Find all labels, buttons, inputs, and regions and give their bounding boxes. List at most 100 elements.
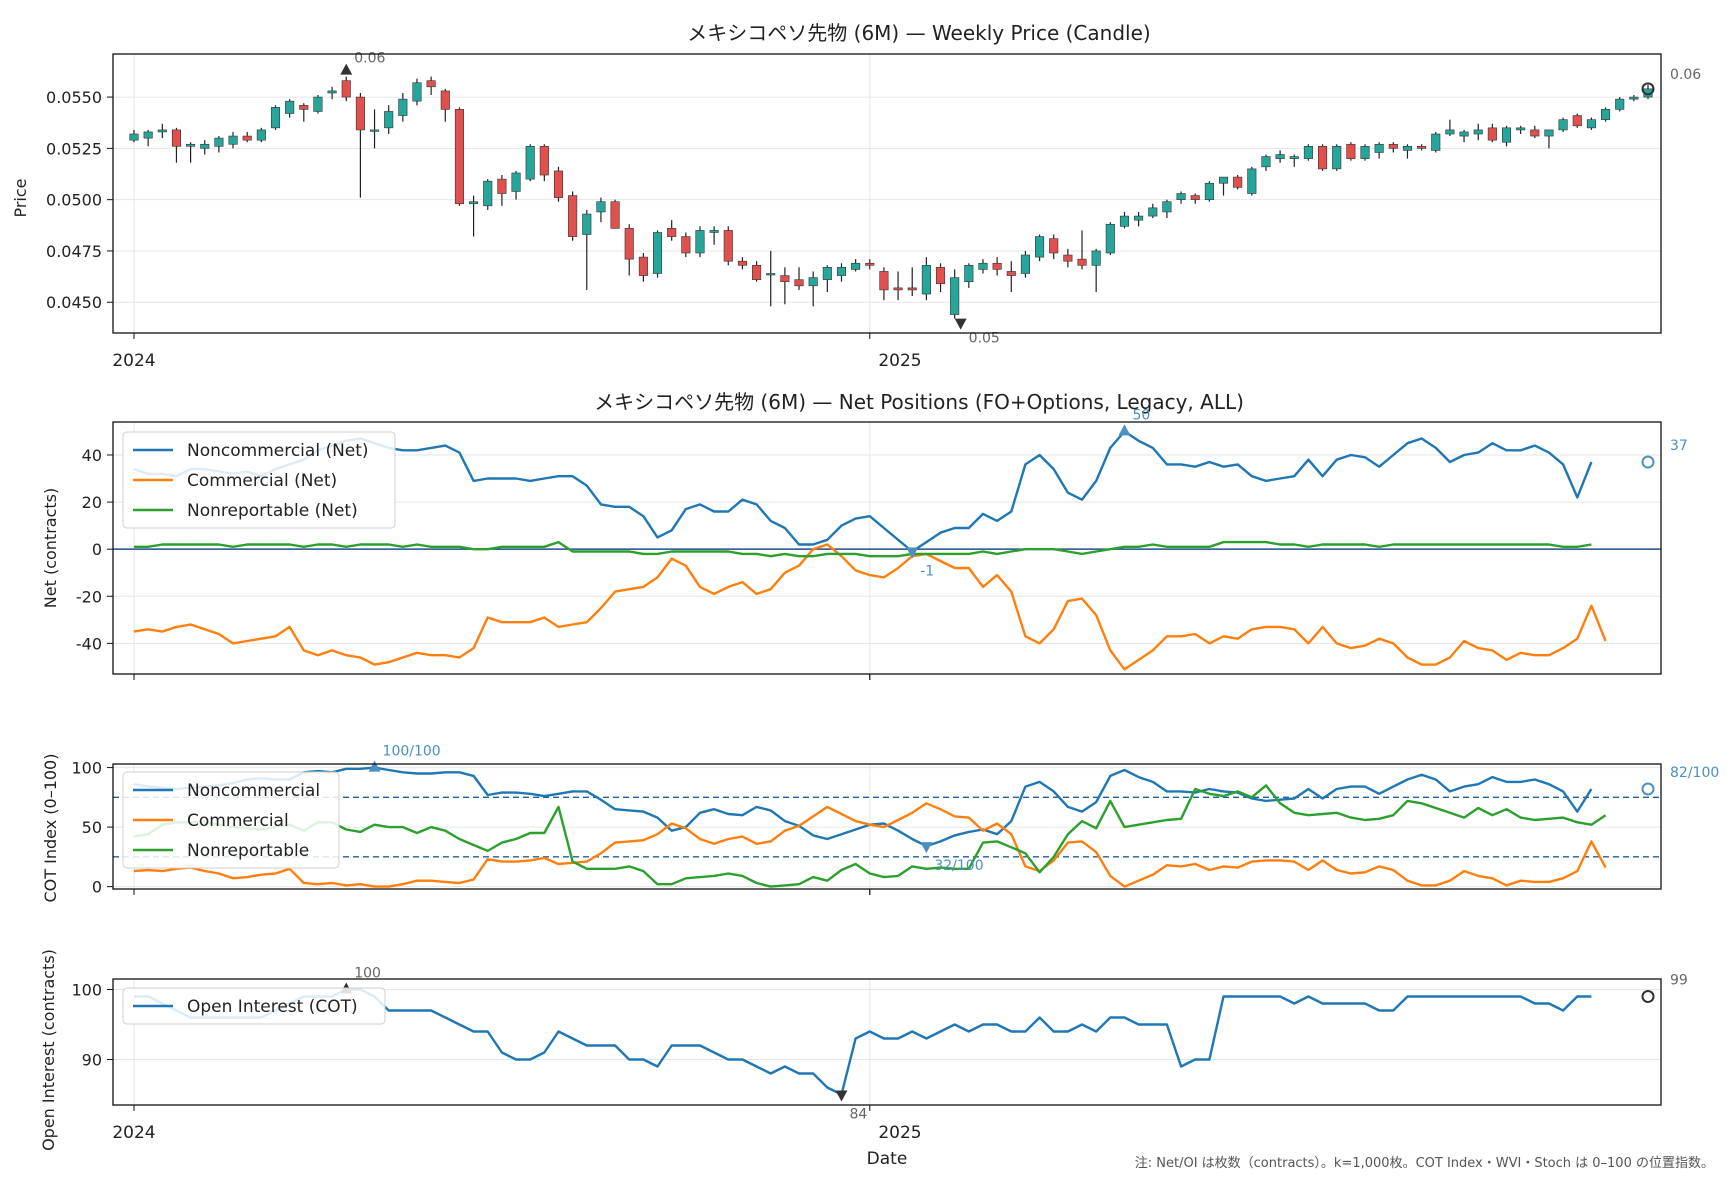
candle-down [737, 260, 747, 266]
price-grid [113, 54, 1661, 333]
candle-down [681, 236, 691, 254]
max-marker [368, 760, 381, 772]
candle-down [879, 271, 889, 291]
last-marker [1641, 782, 1655, 796]
last-marker [1641, 82, 1655, 96]
candle-up [398, 98, 408, 116]
x-axis-label: Date [867, 1149, 908, 1169]
candle-down [1530, 129, 1540, 137]
high-label: 0.06 [354, 51, 385, 67]
candle-down [1063, 254, 1073, 262]
legend-label: Commercial (Net) [187, 471, 337, 491]
candle-down [1190, 195, 1200, 200]
candle-down [935, 267, 946, 285]
candle-up [200, 143, 210, 149]
candle-up [1204, 182, 1214, 200]
candle-up [369, 129, 380, 132]
price-ylabel: Price [11, 178, 30, 217]
last-label: 82/100 [1670, 765, 1719, 781]
max-label: 100/100 [383, 744, 441, 760]
candle-up [511, 172, 521, 192]
candle-up [1162, 201, 1172, 213]
price-panel: メキシコペソ先物 (6M) — Weekly Price (Candle) Pr… [11, 21, 1701, 371]
net-frame [112, 421, 1662, 675]
candle-down [1049, 238, 1059, 254]
candle-up [256, 129, 266, 141]
candle-up [950, 277, 960, 315]
price-xtick-2024: 2024 [112, 351, 155, 371]
cot-annotations: 100/100 32/100 82/100 [368, 744, 1719, 874]
series-line [133, 802, 1607, 888]
candle-up [1558, 119, 1568, 131]
y-tick-label: 0.0525 [46, 139, 102, 158]
candle-up [1091, 250, 1101, 266]
last-label: 0.06 [1670, 67, 1701, 83]
y-tick-label: 0 [92, 540, 102, 559]
candle-down [1233, 176, 1243, 188]
candle-up [978, 262, 988, 270]
last-label: 99 [1670, 973, 1688, 989]
candle-up [1289, 156, 1299, 159]
series-line [133, 766, 1593, 848]
last-marker [1641, 455, 1655, 469]
candle-down [794, 279, 804, 287]
candle-down [780, 275, 790, 283]
series-line [133, 784, 1607, 888]
last-label: 37 [1670, 438, 1688, 454]
cot-panel: COT Index (0–100) 0 50 100 100/100 32/100 82… [41, 744, 1719, 903]
last-marker [1641, 990, 1655, 1003]
candle-up [1261, 156, 1271, 168]
candle-down [553, 170, 564, 198]
y-tick-label: 40 [82, 446, 102, 465]
y-tick-label: 100 [71, 759, 102, 778]
candle-up [1218, 176, 1229, 184]
candle-up [1374, 143, 1384, 153]
candle-up [129, 133, 139, 141]
candle-down [1006, 271, 1016, 276]
candle-up [186, 143, 196, 147]
oi-legend: Open Interest (COT) [122, 987, 386, 1025]
oi-ylabel: Open Interest (contracts) [39, 949, 58, 1151]
candle-down [865, 262, 875, 266]
oi-yticks: 90 100 [71, 981, 871, 1111]
candle-down [497, 178, 507, 194]
candle-up [214, 137, 224, 147]
candle-up [1402, 146, 1413, 151]
min-marker [906, 547, 919, 559]
candle-up [327, 90, 337, 94]
candle-up [1615, 98, 1625, 110]
candle-down [1388, 143, 1398, 149]
candle-up [822, 267, 832, 280]
y-tick-label: 50 [82, 818, 102, 837]
legend-label: Open Interest (COT) [187, 997, 358, 1017]
candle-down [299, 104, 309, 110]
price-frame [112, 53, 1662, 334]
candle-up [270, 107, 281, 129]
series-line [134, 540, 1592, 558]
legend-label: Commercial [187, 811, 289, 831]
min-marker [920, 842, 933, 854]
candle-down [1346, 143, 1356, 159]
candle-down [242, 135, 252, 141]
candle-up [1459, 131, 1469, 137]
candle-down [624, 228, 634, 260]
candle-up [596, 201, 606, 213]
candle-up [695, 230, 705, 254]
candle-down [723, 230, 733, 262]
candle-up [1629, 96, 1639, 100]
cot-ylabel: COT Index (0–100) [41, 754, 60, 903]
legend-label: Nonreportable (Net) [187, 501, 358, 521]
footnote: 注: Net/OI は枚数（contracts）。k=1,000枚。COT In… [1134, 1156, 1714, 1171]
y-tick-label: 0.0500 [46, 191, 102, 210]
candle-down [539, 146, 549, 176]
net-title: メキシコペソ先物 (6M) — Net Positions (FO+Option… [594, 390, 1244, 414]
candle-down [1318, 146, 1328, 170]
candle-up [1332, 146, 1342, 170]
candle-down [171, 129, 181, 147]
y-tick-label: 100 [71, 981, 102, 1000]
legend-box [122, 987, 386, 1025]
y-tick-label: 90 [82, 1051, 102, 1070]
cot-legend: Noncommercial Commercial Nonreportable [122, 771, 340, 869]
candle-up [1303, 146, 1313, 159]
